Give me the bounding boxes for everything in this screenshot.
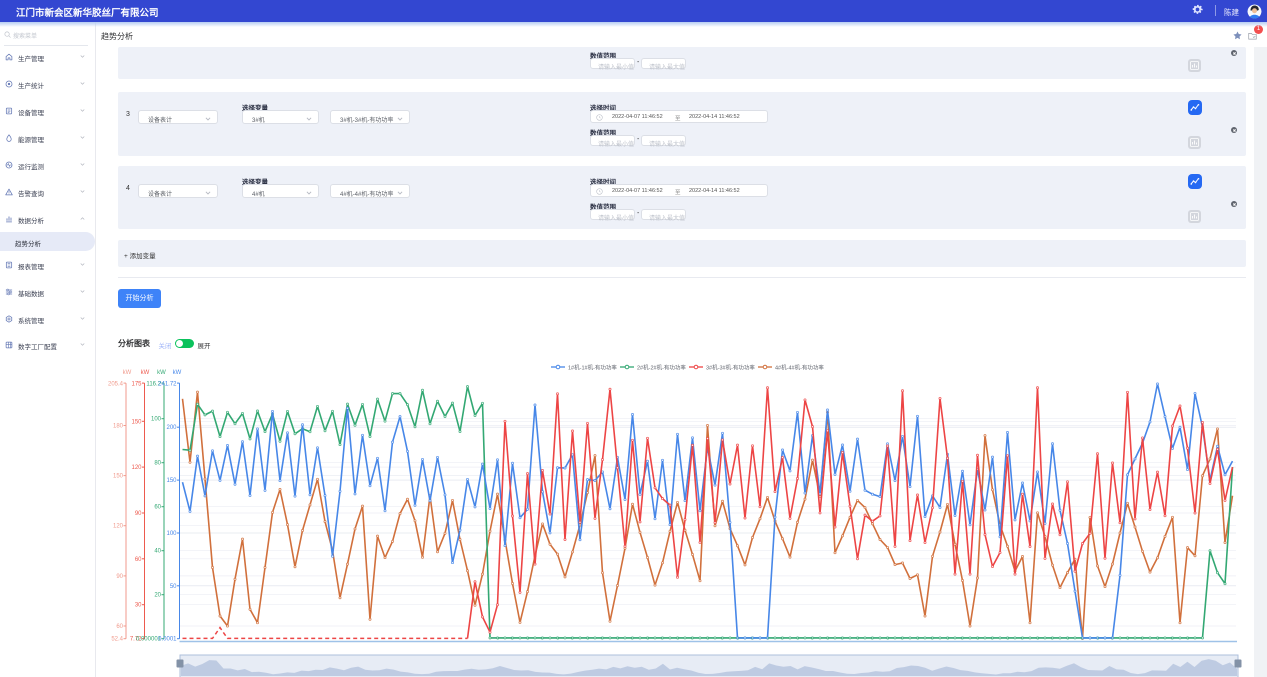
svg-text:20: 20 xyxy=(154,593,161,599)
svg-text:60: 60 xyxy=(116,624,123,630)
svg-text:kW: kW xyxy=(141,370,150,376)
svg-text:100: 100 xyxy=(166,531,177,537)
svg-text:0.000001: 0.000001 xyxy=(136,637,162,643)
svg-text:120: 120 xyxy=(131,465,142,471)
svg-text:kW: kW xyxy=(173,370,182,376)
svg-text:90: 90 xyxy=(135,511,142,517)
svg-text:60: 60 xyxy=(135,557,142,563)
svg-text:205.4: 205.4 xyxy=(108,382,124,388)
svg-text:120: 120 xyxy=(113,524,124,530)
svg-text:180: 180 xyxy=(113,424,124,430)
svg-text:50: 50 xyxy=(170,584,177,590)
svg-text:175: 175 xyxy=(131,382,142,388)
svg-text:7.72: 7.72 xyxy=(130,637,142,643)
svg-text:kW: kW xyxy=(157,370,166,376)
svg-text:100: 100 xyxy=(151,417,162,423)
svg-text:52.4: 52.4 xyxy=(111,637,123,643)
svg-text:30: 30 xyxy=(135,603,142,609)
svg-text:150: 150 xyxy=(113,474,124,480)
svg-text:60: 60 xyxy=(154,505,161,511)
svg-text:40: 40 xyxy=(154,549,161,555)
svg-text:90: 90 xyxy=(116,574,123,580)
svg-text:0.0001: 0.0001 xyxy=(158,637,177,643)
svg-text:200: 200 xyxy=(166,425,177,431)
svg-text:241.72: 241.72 xyxy=(158,382,177,388)
svg-text:3#机-3#机-有功功率: 3#机-3#机-有功功率 xyxy=(706,363,755,371)
svg-text:150: 150 xyxy=(131,419,142,425)
svg-text:1#机-1#机-有功功率: 1#机-1#机-有功功率 xyxy=(568,363,617,371)
svg-text:4#机-4#机-有功功率: 4#机-4#机-有功功率 xyxy=(775,363,824,371)
svg-text:80: 80 xyxy=(154,461,161,467)
svg-text:kW: kW xyxy=(123,370,132,376)
svg-text:116.2: 116.2 xyxy=(146,382,161,388)
svg-text:2#机-2#机-有功功率: 2#机-2#机-有功功率 xyxy=(637,363,686,371)
svg-text:150: 150 xyxy=(166,478,177,484)
